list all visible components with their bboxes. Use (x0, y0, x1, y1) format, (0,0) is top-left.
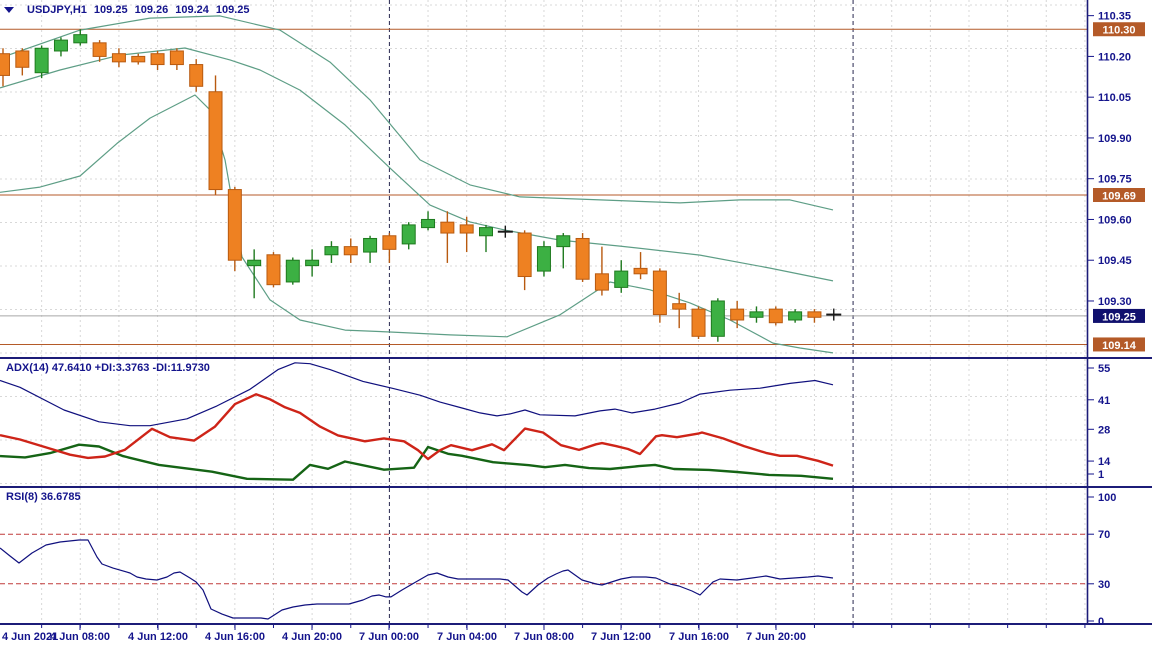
candle-body (150, 53, 165, 66)
ohlc-close: 109.25 (215, 4, 250, 16)
candle-body (594, 273, 609, 291)
candle-body (710, 300, 725, 337)
price-tick-label: 110.05 (1098, 92, 1131, 104)
candle-body (421, 218, 436, 229)
candle-body (343, 246, 358, 256)
time-label: 7 Jun 16:00 (669, 631, 729, 643)
adx-ADX-line (0, 362, 834, 427)
candle-body (556, 235, 571, 248)
candle-body (691, 308, 706, 337)
bollinger-lower-band (0, 94, 834, 354)
time-label: 4 Jun 12:00 (128, 631, 188, 643)
candle-body (459, 224, 474, 234)
ohlc-open: 109.25 (93, 4, 128, 16)
price-tick-label: 109.60 (1098, 214, 1132, 226)
time-label: 7 Jun 12:00 (591, 631, 651, 643)
price-tick-label: 109.75 (1098, 174, 1132, 186)
rsi-indicator-label: RSI(8) 36.6785 (6, 491, 81, 503)
candle-body (730, 308, 745, 321)
time-label: 7 Jun 00:00 (359, 631, 419, 643)
chart-ohlc-header: USDJPY,H1 109.25 109.26 109.24 109.25 (4, 3, 250, 17)
price-tick-label: 109.30 (1098, 296, 1132, 308)
candle-body (788, 311, 803, 321)
candle-body (189, 64, 204, 87)
symbol-period-label: USDJPY,H1 (27, 4, 87, 16)
adx-minusDI-line (0, 393, 834, 467)
ohlc-high: 109.26 (134, 4, 169, 16)
bollinger-upper-band (0, 15, 834, 211)
candle-body (247, 259, 262, 267)
candle-body (614, 270, 629, 288)
candle-body (208, 91, 223, 191)
time-label: 7 Jun 20:00 (746, 631, 806, 643)
price-tick-label: 110.35 (1098, 11, 1131, 23)
candle-body (401, 224, 416, 245)
candle-body (672, 303, 687, 310)
candle-body (15, 50, 30, 68)
candle-body (111, 53, 126, 63)
price-badge (1093, 188, 1145, 202)
time-label: 4 Jun 08:00 (50, 631, 110, 643)
rsi-tick-label: 70 (1098, 529, 1110, 541)
price-badge (1093, 22, 1145, 37)
adx-tick-label: 41 (1098, 395, 1110, 407)
candle-body (517, 232, 532, 278)
candle-body (266, 254, 281, 286)
candle-body (807, 311, 822, 318)
adx-indicator-label: ADX(14) 47.6410 +DI:3.3763 -DI:11.9730 (6, 362, 210, 374)
candle-body (227, 189, 242, 261)
time-label: 7 Jun 08:00 (514, 631, 574, 643)
candle-body (324, 246, 339, 256)
candle-body (536, 246, 551, 272)
candle-body (749, 311, 764, 318)
bollinger-middle-band (0, 47, 834, 282)
adx-tick-label: 14 (1098, 456, 1111, 468)
adx-tick-label: 55 (1098, 363, 1110, 375)
adx-tick-label: 1 (1098, 469, 1104, 481)
candle-body (633, 267, 648, 275)
rsi-tick-label: 100 (1098, 492, 1116, 504)
price-tick-label: 109.90 (1098, 133, 1132, 145)
time-label: 4 Jun 16:00 (205, 631, 265, 643)
price-tick-label: 110.20 (1098, 51, 1131, 63)
candle-body (53, 39, 68, 52)
candle-body (34, 47, 49, 74)
candle-body (131, 55, 146, 63)
candle-body (382, 235, 397, 250)
candle-body (768, 308, 783, 324)
candle-body (305, 259, 320, 267)
candle-body (575, 237, 590, 280)
time-label: 4 Jun 2021 (2, 631, 58, 643)
price-badge-label: 109.25 (1102, 311, 1136, 323)
price-badge-label: 110.30 (1102, 25, 1135, 37)
candle-body (652, 270, 667, 316)
rsi-tick-label: 0 (1098, 616, 1104, 628)
price-badge (1093, 308, 1145, 323)
candle-body (92, 42, 107, 57)
candle-body (73, 34, 88, 44)
price-badge-label: 109.14 (1102, 340, 1137, 352)
price-tick-label: 109.45 (1098, 255, 1132, 267)
symbol-dropdown-icon[interactable] (4, 7, 14, 13)
adx-tick-label: 28 (1098, 424, 1110, 436)
candle-body (169, 50, 184, 66)
rsi-tick-label: 30 (1098, 579, 1110, 591)
ohlc-low: 109.24 (175, 4, 209, 16)
candle-body (440, 221, 455, 234)
time-label: 7 Jun 04:00 (437, 631, 497, 643)
time-label: 4 Jun 20:00 (282, 631, 342, 643)
candle-body (0, 53, 10, 76)
candle-body (363, 237, 378, 253)
price-badge (1093, 337, 1145, 352)
candle-body (285, 259, 300, 283)
price-badge-label: 109.69 (1102, 191, 1136, 203)
candle-body (479, 227, 493, 237)
rsi-line (0, 539, 834, 620)
